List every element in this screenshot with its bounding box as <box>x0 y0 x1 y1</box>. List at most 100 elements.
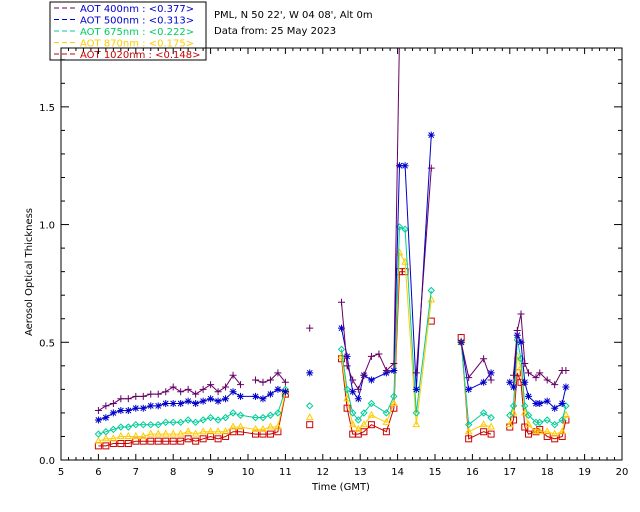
chart-title-line-1: PML, N 50 22', W 04 08', Alt 0m <box>214 10 373 21</box>
data-point-plus <box>139 392 147 400</box>
data-point-asterisk <box>558 399 566 407</box>
data-point-plus <box>513 327 521 335</box>
data-point-asterisk <box>102 414 110 422</box>
data-point-diamond <box>199 416 207 424</box>
data-point-plus <box>427 164 435 172</box>
data-point-triangle <box>184 427 193 435</box>
data-point-diamond <box>191 418 200 427</box>
data-point-plus <box>169 383 177 391</box>
data-point-plus <box>562 367 570 375</box>
data-point-triangle <box>176 429 185 437</box>
data-point-triangle <box>543 427 552 435</box>
data-point-asterisk <box>132 404 140 412</box>
series-line <box>509 339 567 426</box>
data-point-diamond <box>360 409 368 417</box>
data-point-plus <box>510 371 518 379</box>
data-point-triangle <box>161 429 170 437</box>
data-point-asterisk <box>338 324 345 332</box>
data-point-square <box>343 404 351 412</box>
data-point-diamond <box>154 420 162 429</box>
data-point-triangle <box>348 420 357 428</box>
data-point-asterisk <box>395 162 403 170</box>
data-point-triangle <box>146 429 155 437</box>
series-line <box>509 372 567 440</box>
data-point-asterisk <box>465 385 473 393</box>
data-point-plus <box>536 369 544 377</box>
legend-entry: AOT 400nm : <0.377> <box>80 4 194 15</box>
data-point-triangle <box>259 424 267 432</box>
data-point-plus <box>390 359 398 367</box>
x-tick-label: 20 <box>616 467 629 478</box>
data-point-diamond <box>427 286 435 295</box>
data-point-square <box>124 440 132 448</box>
data-point-triangle <box>236 422 245 430</box>
data-point-triangle <box>343 394 351 402</box>
data-point-asterisk <box>517 338 525 346</box>
data-point-diamond <box>558 416 566 424</box>
data-point-plus <box>517 310 525 318</box>
data-point-square <box>147 437 155 445</box>
data-point-square <box>154 437 162 445</box>
data-point-plus <box>306 324 314 332</box>
data-point-asterisk <box>343 352 351 360</box>
data-point-square <box>199 435 207 443</box>
data-point-plus <box>375 350 383 358</box>
data-point-plus <box>543 376 551 384</box>
data-point-asterisk <box>562 383 570 391</box>
data-point-asterisk <box>274 385 282 393</box>
data-point-asterisk <box>543 397 551 405</box>
data-point-asterisk <box>124 407 132 415</box>
data-point-diamond <box>94 430 103 438</box>
data-point-triangle <box>214 427 222 435</box>
data-point-plus <box>109 399 117 407</box>
data-point-plus <box>251 376 259 384</box>
data-point-asterisk <box>251 392 259 400</box>
x-tick-label: 14 <box>391 467 404 478</box>
data-point-triangle <box>464 427 473 435</box>
data-point-triangle <box>535 427 544 435</box>
data-point-triangle <box>94 436 103 444</box>
series-aot-500nm <box>94 131 570 424</box>
data-point-plus <box>532 374 540 382</box>
data-point-square <box>117 440 125 448</box>
data-point-triangle <box>229 422 237 430</box>
y-tick-label: 0.5 <box>39 338 55 349</box>
data-point-diamond <box>124 423 133 431</box>
x-axis-label: Time (GMT) <box>311 482 370 493</box>
data-point-plus <box>259 378 267 386</box>
y-tick-label: 0.0 <box>39 456 55 467</box>
x-tick-label: 13 <box>354 467 367 478</box>
data-point-triangle <box>532 427 540 435</box>
data-point-square <box>525 430 532 438</box>
x-tick-label: 10 <box>242 467 255 478</box>
data-point-plus <box>132 392 140 400</box>
data-point-asterisk <box>154 402 162 410</box>
data-point-diamond <box>169 418 177 427</box>
x-tick-label: 15 <box>429 467 442 478</box>
data-point-asterisk <box>199 397 207 405</box>
data-point-triangle <box>550 429 559 437</box>
data-point-square <box>465 435 473 443</box>
data-point-asterisk <box>192 399 200 407</box>
data-point-plus <box>266 376 274 384</box>
data-point-triangle <box>558 427 567 435</box>
data-point-plus <box>396 33 403 40</box>
data-point-asterisk <box>506 378 514 386</box>
data-point-plus <box>274 369 282 377</box>
data-point-diamond <box>382 409 391 417</box>
data-point-asterisk <box>532 399 540 407</box>
data-point-diamond <box>354 416 363 424</box>
data-point-triangle <box>390 398 398 406</box>
data-point-square <box>214 435 222 443</box>
series-line <box>341 226 432 421</box>
data-point-plus <box>281 378 289 386</box>
data-point-square <box>169 437 177 445</box>
data-point-asterisk <box>184 397 192 405</box>
data-point-triangle <box>109 434 118 442</box>
x-tick-label: 7 <box>133 467 139 478</box>
data-point-plus <box>154 390 162 398</box>
data-point-plus <box>457 338 465 346</box>
data-point-plus <box>162 388 170 396</box>
data-point-asterisk <box>147 402 155 410</box>
data-point-asterisk <box>266 390 274 398</box>
